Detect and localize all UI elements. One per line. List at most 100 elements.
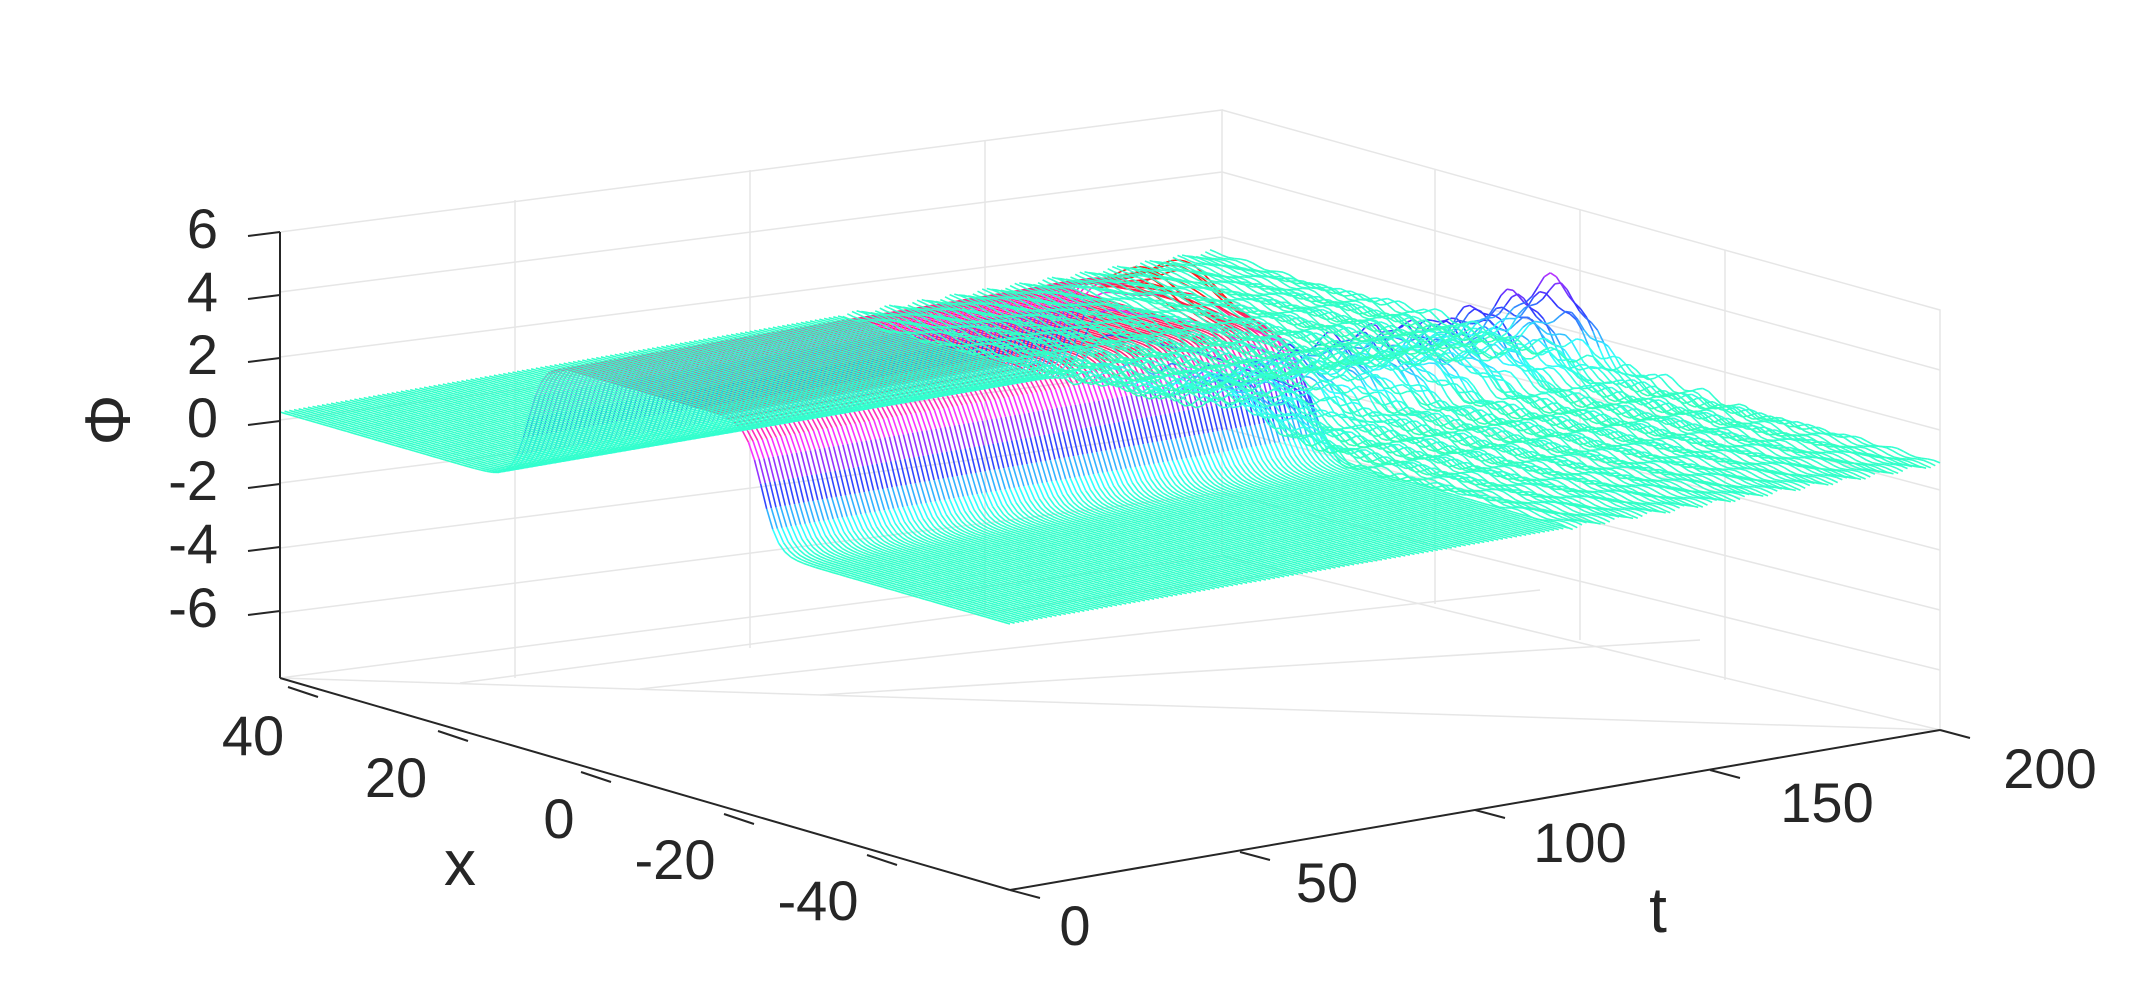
surface-line <box>487 400 495 405</box>
surface-line <box>550 403 558 408</box>
surface-line <box>403 440 410 444</box>
surface-line <box>714 407 722 411</box>
surface-line <box>1147 596 1155 600</box>
surface-line <box>319 418 327 422</box>
surface-line <box>949 580 957 584</box>
surface-line <box>455 451 462 455</box>
surface-line <box>344 417 351 421</box>
surface-line <box>469 449 476 453</box>
surface-line <box>920 545 928 549</box>
surface-line <box>467 437 475 442</box>
surface-line <box>472 465 480 469</box>
surface-line <box>468 465 475 470</box>
surface-line <box>835 566 842 570</box>
surface-line <box>438 412 445 416</box>
surface-line <box>900 545 908 550</box>
surface-line <box>490 450 498 455</box>
surface-line <box>1026 617 1034 621</box>
surface-line <box>485 460 493 464</box>
surface-line <box>902 585 909 589</box>
surface-line <box>386 429 394 433</box>
surface-line <box>480 424 488 428</box>
surface-line <box>801 559 809 564</box>
surface-line <box>1014 549 1021 553</box>
surface-line <box>1018 593 1026 597</box>
surface-line <box>531 424 539 428</box>
surface-line <box>1002 610 1010 614</box>
surface-line <box>1098 599 1106 603</box>
surface-line <box>860 575 868 579</box>
surface-line <box>528 463 535 466</box>
surface-line <box>920 582 928 586</box>
surface-line <box>1077 580 1085 584</box>
surface-line <box>714 387 721 392</box>
surface-line <box>936 582 943 586</box>
surface-line <box>427 419 434 423</box>
surface-line <box>368 396 375 400</box>
surface-line <box>894 581 902 585</box>
surface-line <box>1016 616 1023 620</box>
surface-line <box>663 388 670 392</box>
surface-line <box>926 547 934 551</box>
surface-line <box>455 442 463 447</box>
surface-line <box>557 425 565 429</box>
surface-line <box>402 412 410 416</box>
surface-line <box>940 590 947 594</box>
surface-line <box>662 376 669 381</box>
surface-line <box>612 448 619 452</box>
surface-line <box>813 563 821 568</box>
surface-line <box>1069 556 1077 560</box>
surface-line <box>1001 554 1009 558</box>
surface-line <box>504 420 511 424</box>
surface-line <box>629 382 637 386</box>
surface-line <box>975 598 982 602</box>
surface-line <box>923 550 931 555</box>
surface-line <box>504 457 511 461</box>
surface-line <box>921 593 929 597</box>
surface-line <box>890 573 897 577</box>
surface-line <box>969 587 977 592</box>
surface-line <box>1004 595 1012 600</box>
surface-line <box>1099 602 1107 606</box>
surface-line <box>924 590 932 594</box>
surface-line <box>529 447 536 451</box>
surface-line <box>579 410 587 414</box>
surface-line <box>377 422 385 426</box>
surface-line <box>472 445 479 449</box>
surface-line <box>1090 567 1098 571</box>
surface-line <box>400 427 408 431</box>
surface-line <box>648 432 655 436</box>
surface-line <box>976 609 984 613</box>
surface-line <box>429 388 437 392</box>
surface-line <box>407 420 414 424</box>
surface-line <box>969 542 977 547</box>
surface-line <box>430 452 437 457</box>
surface-line <box>1040 595 1047 599</box>
surface-line <box>990 561 998 566</box>
surface-line <box>343 425 351 429</box>
surface-line <box>499 421 507 425</box>
surface-line <box>800 451 808 476</box>
surface-line <box>687 403 694 407</box>
surface-line <box>1037 545 1045 549</box>
surface-line <box>384 398 392 403</box>
surface-line <box>452 392 460 396</box>
surface-line <box>859 573 867 577</box>
surface-line <box>476 461 483 466</box>
surface-line <box>368 415 376 419</box>
surface-line <box>1117 579 1125 583</box>
surface-line <box>442 411 450 415</box>
surface-line <box>502 454 510 458</box>
surface-line <box>502 417 510 422</box>
surface-line <box>464 413 471 417</box>
surface-line <box>1070 567 1078 572</box>
surface-line <box>906 556 913 560</box>
surface-line <box>431 435 438 440</box>
surface-line <box>701 384 709 388</box>
surface-line <box>500 468 508 471</box>
surface-line <box>411 419 419 423</box>
surface-line <box>632 379 640 383</box>
surface-line <box>671 383 678 388</box>
surface-line <box>416 418 424 422</box>
surface-line <box>960 589 967 593</box>
